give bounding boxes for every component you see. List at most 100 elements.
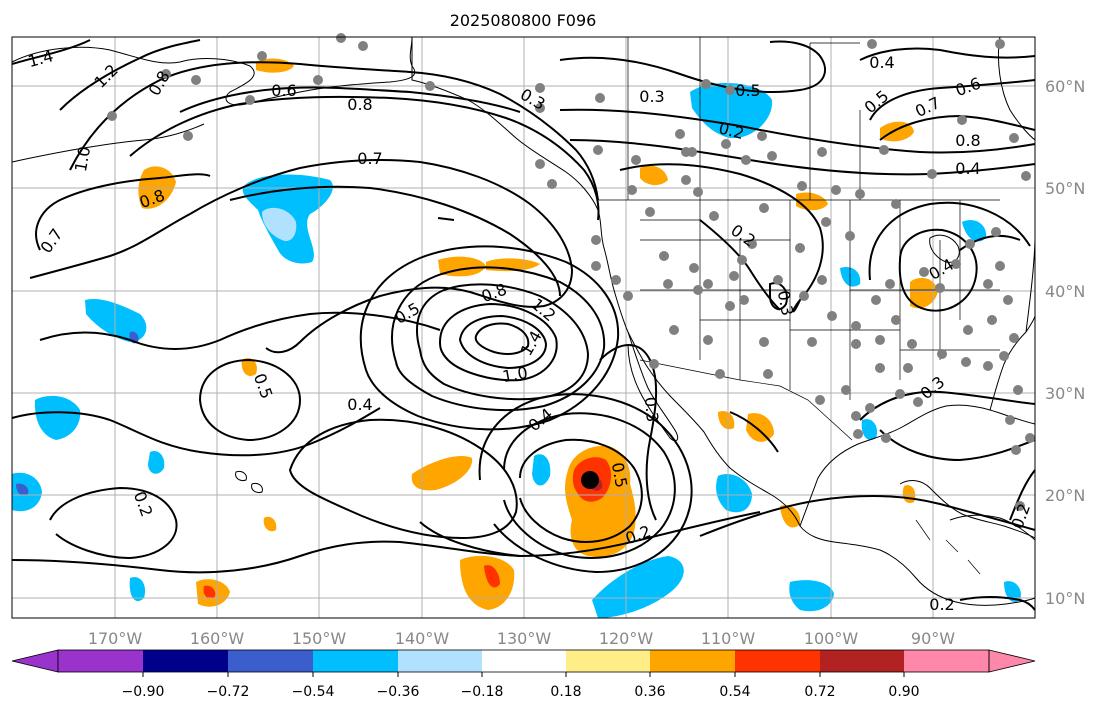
contour-line xyxy=(503,412,676,559)
contour-line xyxy=(478,393,693,574)
contour-line xyxy=(438,302,558,382)
station-dot xyxy=(827,311,837,321)
colorbar-tick-label: −0.90 xyxy=(122,684,165,700)
station-dot xyxy=(191,75,201,85)
contour-line xyxy=(11,39,91,65)
shade-blob xyxy=(690,82,773,139)
station-dot xyxy=(891,199,901,209)
coastline-greatlakes xyxy=(929,234,960,263)
contour-line xyxy=(959,596,1036,611)
station-dot xyxy=(853,429,863,439)
lon-label: 170°W xyxy=(88,629,143,648)
station-dot xyxy=(161,69,171,79)
contour-line xyxy=(11,407,381,457)
contour-label: 0.5 xyxy=(608,461,631,489)
station-dot xyxy=(1015,501,1025,511)
storm-center-marker xyxy=(581,471,599,489)
station-dot xyxy=(851,411,861,421)
shade-blob xyxy=(746,413,774,442)
colorbar-segment xyxy=(313,650,398,672)
contour-line xyxy=(129,95,600,221)
shade-blob xyxy=(484,565,500,588)
lat-label: 30°N xyxy=(1045,384,1085,403)
station-dot xyxy=(845,231,855,241)
station-dot xyxy=(913,397,923,407)
coastline-alaska-south xyxy=(411,37,1036,606)
station-dot xyxy=(817,147,827,157)
contour-line xyxy=(198,358,302,442)
lon-label: 120°W xyxy=(599,629,654,648)
contour-line xyxy=(69,61,599,201)
contour-label: 0.8 xyxy=(955,131,980,150)
contour-line xyxy=(35,173,211,251)
contour-line xyxy=(29,159,574,354)
station-dot xyxy=(741,155,751,165)
colorbar-segment xyxy=(482,650,566,672)
contour-line xyxy=(599,344,658,521)
station-dot xyxy=(1021,171,1031,181)
lon-label: 100°W xyxy=(804,629,859,648)
shade-blob xyxy=(148,450,165,474)
station-dot xyxy=(725,85,735,95)
station-dot xyxy=(795,243,805,253)
contour-line xyxy=(288,418,518,540)
station-dot xyxy=(1025,433,1035,443)
station-dot xyxy=(759,337,769,347)
station-dot xyxy=(935,283,945,293)
station-dot xyxy=(313,75,323,85)
contour-line xyxy=(458,314,548,370)
border-states xyxy=(640,200,1000,400)
contour-line xyxy=(869,79,1036,121)
coastline-florida xyxy=(989,315,1036,411)
contour-line xyxy=(898,228,978,312)
station-dot xyxy=(535,159,545,169)
contour-line xyxy=(391,266,606,412)
colorbar-segment xyxy=(228,650,313,672)
station-dot xyxy=(907,339,917,349)
station-dot xyxy=(535,83,545,93)
station-dot xyxy=(891,315,901,325)
shade-blob xyxy=(789,580,834,612)
contour-label: 0.4 xyxy=(955,159,980,178)
station-dot xyxy=(1013,385,1023,395)
border-central-america xyxy=(915,519,981,575)
colorbar-segment xyxy=(58,650,143,672)
station-dot xyxy=(358,41,368,51)
station-dot xyxy=(645,207,655,217)
station-dot xyxy=(983,361,993,371)
lat-axis-labels: 60°N 50°N 40°N 30°N 20°N 10°N xyxy=(1045,77,1085,608)
station-dot xyxy=(879,145,889,155)
station-dot xyxy=(855,189,865,199)
shade-blob xyxy=(532,454,551,486)
station-dot xyxy=(881,433,891,443)
station-dot xyxy=(715,369,725,379)
station-dot xyxy=(999,351,1009,361)
shade-blob xyxy=(861,419,878,440)
contour-line xyxy=(519,438,643,543)
colorbar-tick-label: 0.18 xyxy=(550,684,581,700)
contour-line xyxy=(179,86,521,113)
shade-blob xyxy=(262,207,297,242)
station-dot xyxy=(851,321,861,331)
coastline-baja xyxy=(627,331,679,442)
station-dot xyxy=(721,139,731,149)
station-dot xyxy=(759,203,769,213)
contour-line xyxy=(49,486,178,560)
station-dot xyxy=(591,261,601,271)
shade-blob xyxy=(1004,581,1021,602)
lat-label: 60°N xyxy=(1045,77,1085,96)
station-dot xyxy=(611,275,621,285)
station-dot xyxy=(709,211,719,221)
station-dot xyxy=(659,251,669,261)
station-dot xyxy=(951,259,961,269)
contour-label: 0.3 xyxy=(639,87,664,106)
colorbar-tick-label: 0.36 xyxy=(634,684,665,700)
station-dot xyxy=(871,295,881,305)
station-dot xyxy=(961,357,971,367)
station-dot xyxy=(919,267,929,277)
station-dot xyxy=(865,403,875,413)
contour-label: 1.0 xyxy=(501,363,529,386)
lon-label: 90°W xyxy=(911,629,955,648)
station-dot xyxy=(767,151,777,161)
